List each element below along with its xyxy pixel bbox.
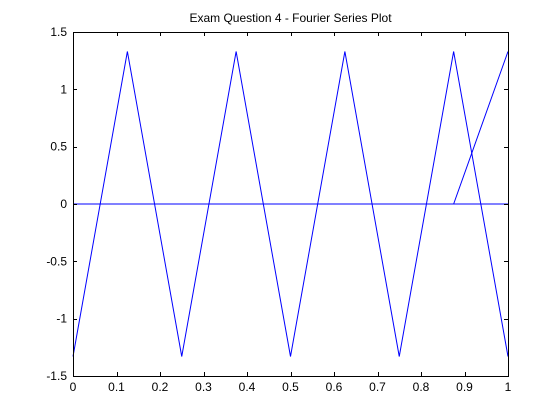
y-tick-label: -1 <box>56 312 67 326</box>
x-tick-label: 1 <box>505 380 512 394</box>
y-tick-label: -0.5 <box>46 254 67 268</box>
y-tick-label: 0 <box>60 197 67 211</box>
y-tick-label: -1.5 <box>46 369 67 383</box>
x-tick-label: 0.3 <box>195 380 212 394</box>
x-tick-label: 0 <box>70 380 77 394</box>
x-tick-label: 0.1 <box>108 380 125 394</box>
chart-title: Exam Question 4 - Fourier Series Plot <box>189 11 392 25</box>
x-tick-label: 0.2 <box>152 380 169 394</box>
y-tick-label: 1.5 <box>50 25 67 39</box>
x-tick-label: 0.6 <box>326 380 343 394</box>
series-line-1 <box>72 51 509 357</box>
x-tick-label: 0.4 <box>239 380 256 394</box>
series-layer <box>72 51 509 357</box>
x-tick-label: 0.7 <box>369 380 386 394</box>
y-tick-label: 0.5 <box>50 140 67 154</box>
y-tick-label: 1 <box>60 82 67 96</box>
y-axis: -1.5 -1 -0.5 0 0.5 1 1.5 <box>46 25 508 383</box>
x-tick-label: 0.9 <box>456 380 473 394</box>
x-tick-label: 0.5 <box>282 380 299 394</box>
x-axis: 0 0.1 0.2 0.3 0.4 0.5 0.6 0.7 0.8 0.9 1 <box>70 32 512 394</box>
x-tick-label: 0.8 <box>413 380 430 394</box>
